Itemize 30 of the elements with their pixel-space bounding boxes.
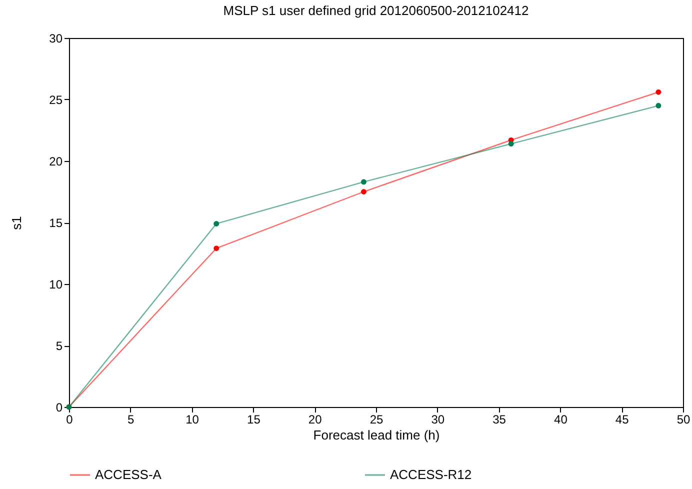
point <box>360 189 366 194</box>
x-tick-label: 35 <box>492 412 506 426</box>
y-tick-label: 25 <box>49 93 63 107</box>
x-tick-label: 30 <box>431 412 445 426</box>
x-tick-label: 25 <box>370 412 384 426</box>
x-tick-label: 45 <box>615 412 630 426</box>
point <box>656 89 662 95</box>
legend-label: ACCESS-R12 <box>390 467 472 482</box>
x-axis-title: Forecast lead time (h) <box>313 428 440 442</box>
point <box>360 179 366 185</box>
y-tick-label: 30 <box>49 32 63 46</box>
x-tick-label: 5 <box>128 412 135 426</box>
point <box>214 220 220 226</box>
y-tick-label: 5 <box>56 339 63 353</box>
x-tick-label: 0 <box>66 412 74 426</box>
y-tick-label: 20 <box>49 154 63 168</box>
y-tick-label: 0 <box>56 400 63 414</box>
chart-title: MSLP s1 user defined grid 2012060500-2012102412 <box>223 3 529 18</box>
point <box>214 246 220 252</box>
x-tick-label: 40 <box>554 412 568 426</box>
x-tick-label: 50 <box>676 412 690 426</box>
legend-label: ACCESS-A <box>95 467 162 482</box>
y-axis-title: s1 <box>9 216 24 230</box>
y-tick-label: 10 <box>49 278 63 292</box>
x-tick-label: 15 <box>247 412 261 426</box>
point <box>656 102 662 108</box>
x-tick-label: 10 <box>186 412 200 426</box>
x-tick-label: 20 <box>308 412 322 426</box>
y-tick-label: 15 <box>49 216 63 230</box>
point <box>508 141 514 147</box>
